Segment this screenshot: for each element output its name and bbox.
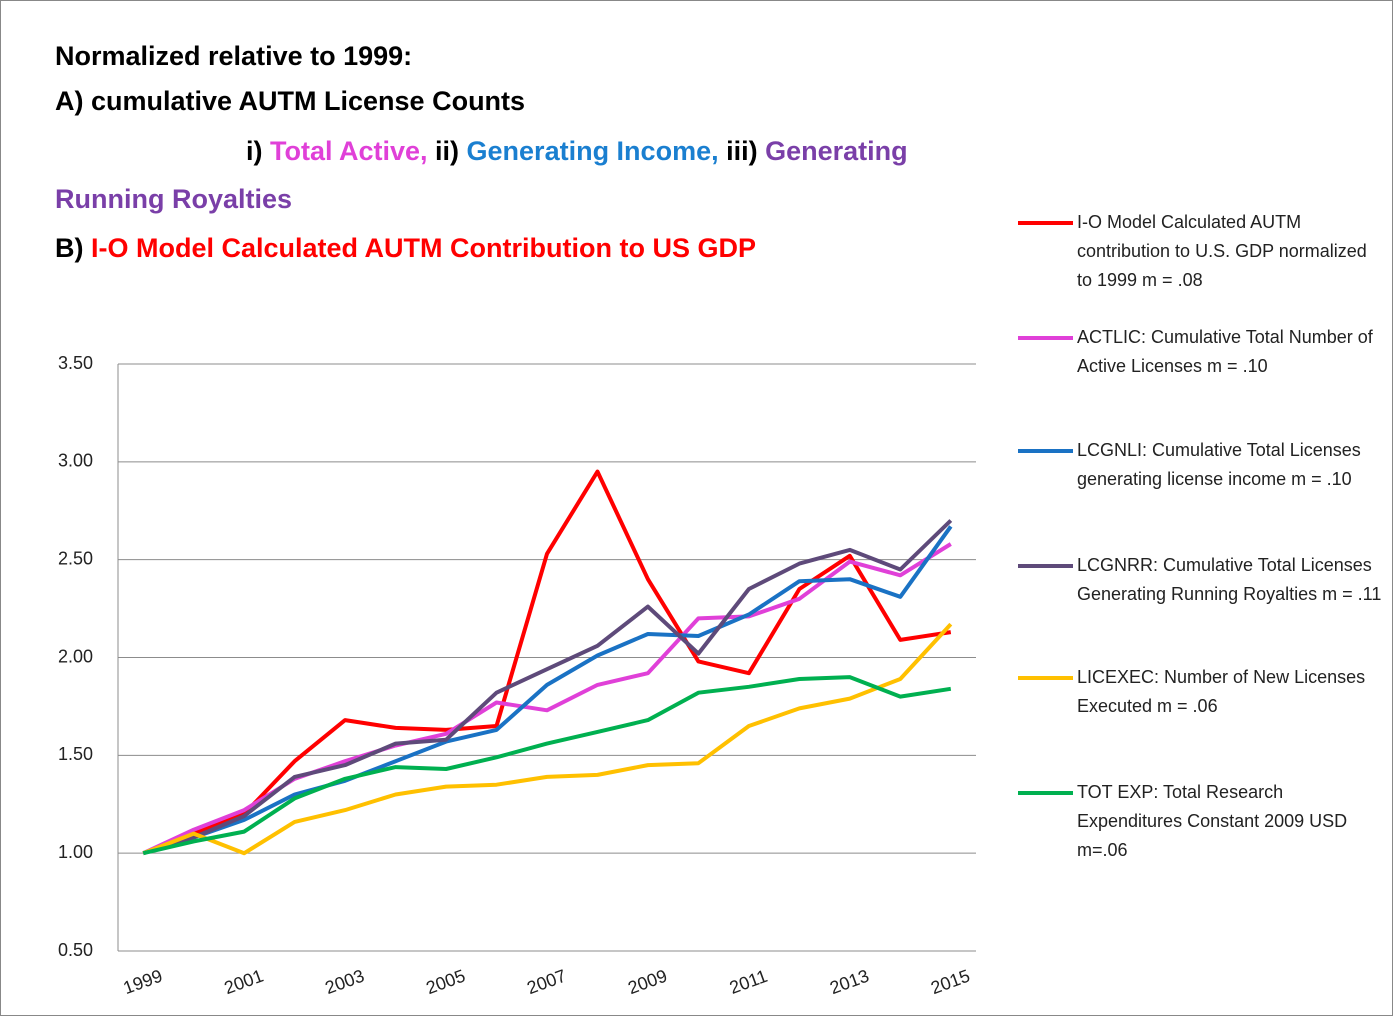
legend-label: TOT EXP: Total Research Expenditures Con… bbox=[1077, 782, 1348, 860]
x-tick-label: 2007 bbox=[524, 966, 568, 998]
title-segment: A) cumulative AUTM License Counts bbox=[55, 86, 526, 116]
data-line bbox=[142, 469, 952, 856]
x-tick-label: 2009 bbox=[625, 966, 669, 998]
y-tick-label: 2.50 bbox=[58, 548, 93, 568]
title-line: i) Total Active, ii) Generating Income, … bbox=[246, 136, 908, 167]
legend-label: I-O Model Calculated AUTM contribution t… bbox=[1077, 212, 1367, 290]
legend-label: ACTLIC: Cumulative Total Number of Activ… bbox=[1077, 327, 1373, 376]
y-tick-label: 3.50 bbox=[58, 353, 93, 373]
x-tick-label: 2005 bbox=[423, 966, 467, 998]
x-tick-label: 2013 bbox=[827, 966, 871, 998]
legend-label: LCGNLI: Cumulative Total Licenses genera… bbox=[1077, 440, 1361, 489]
title-line: Running Royalties bbox=[55, 184, 292, 215]
title-segment: Running Royalties bbox=[55, 184, 293, 214]
title-line: A) cumulative AUTM License Counts bbox=[55, 86, 525, 117]
title-segment: Normalized relative to 1999: bbox=[55, 41, 413, 71]
title-segment: Total Active, bbox=[270, 136, 428, 166]
data-line bbox=[142, 525, 953, 856]
title-segment: B) bbox=[55, 233, 91, 263]
x-tick-label: 2003 bbox=[322, 966, 366, 998]
title-segment: Generating Income, bbox=[466, 136, 719, 166]
y-tick-label: 1.50 bbox=[58, 744, 93, 764]
x-tick-label: 1999 bbox=[121, 966, 165, 998]
title-line: Normalized relative to 1999: bbox=[55, 41, 412, 72]
data-line bbox=[142, 622, 953, 856]
title-segment: iii) bbox=[718, 136, 766, 166]
data-line bbox=[142, 675, 952, 856]
title-segment: ii) bbox=[427, 136, 467, 166]
x-tick-label: 2011 bbox=[727, 966, 770, 998]
y-tick-label: 0.50 bbox=[58, 940, 93, 960]
y-tick-label: 1.00 bbox=[58, 842, 93, 862]
legend-label: LCGNRR: Cumulative Total Licenses Genera… bbox=[1077, 555, 1382, 604]
title-segment: I-O Model Calculated AUTM Contribution t… bbox=[91, 233, 756, 263]
x-tick-label: 2001 bbox=[222, 966, 266, 998]
data-line bbox=[142, 519, 953, 856]
y-tick-label: 2.00 bbox=[58, 646, 93, 666]
data-line bbox=[142, 542, 952, 856]
title-segment: i) bbox=[246, 136, 270, 166]
title-line: B) I-O Model Calculated AUTM Contributio… bbox=[55, 233, 756, 264]
y-tick-label: 3.00 bbox=[58, 451, 93, 471]
x-tick-label: 2015 bbox=[928, 966, 972, 998]
legend-label: LICEXEC: Number of New Licenses Executed… bbox=[1077, 667, 1366, 716]
title-segment: Generating bbox=[765, 136, 908, 166]
